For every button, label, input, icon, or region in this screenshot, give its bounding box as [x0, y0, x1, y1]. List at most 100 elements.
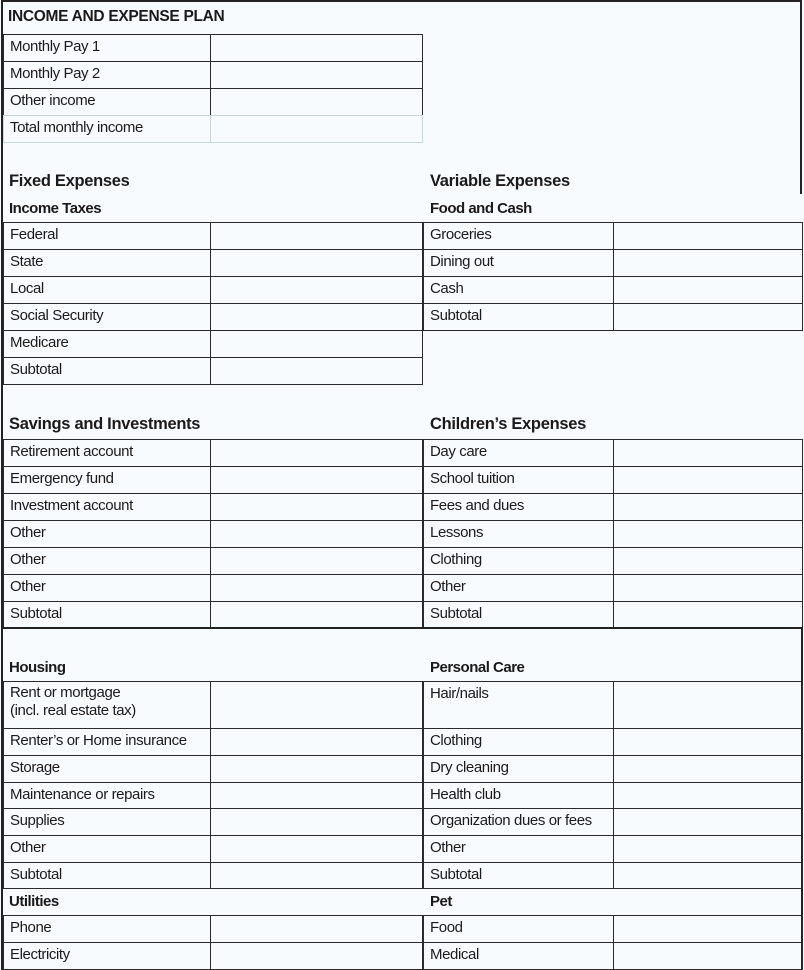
subheading-personal-care: Personal Care [430, 659, 525, 676]
amount-field[interactable] [210, 493, 423, 521]
row-label: Subtotal [3, 601, 211, 629]
row-label: Cash [423, 276, 614, 304]
amount-field[interactable] [613, 728, 803, 756]
amount-field[interactable] [613, 466, 803, 494]
row-label: Subtotal [3, 862, 211, 889]
amount-field[interactable] [210, 249, 423, 277]
amount-field[interactable] [613, 942, 803, 970]
row-label: Lessons [423, 520, 614, 548]
row-label: Dry cleaning [423, 755, 614, 783]
subheading-utilities: Utilities [9, 893, 59, 910]
row-label: Other [3, 574, 211, 602]
row-label: Clothing [423, 728, 614, 756]
amount-field[interactable] [210, 681, 423, 729]
amount-field[interactable] [210, 782, 423, 809]
amount-field[interactable] [613, 520, 803, 548]
amount-field[interactable] [613, 439, 803, 467]
amount-field[interactable] [210, 862, 423, 889]
amount-field[interactable] [210, 915, 423, 943]
amount-field[interactable] [210, 222, 423, 250]
frame-left [1, 0, 3, 970]
section-heading-variable: Variable Expenses [430, 172, 570, 190]
amount-field[interactable] [210, 601, 423, 629]
row-label: Social Security [3, 303, 211, 331]
row-label: Hair/nails [423, 681, 614, 729]
amount-field[interactable] [613, 574, 803, 602]
row-label-note: (incl. real estate tax) [10, 702, 136, 719]
amount-field[interactable] [210, 88, 423, 116]
row-label: Maintenance or repairs [3, 782, 211, 809]
frame-top [1, 0, 802, 2]
row-label: Day care [423, 439, 614, 467]
amount-field[interactable] [210, 330, 423, 358]
amount-field[interactable] [613, 681, 803, 729]
row-label: Other [3, 835, 211, 863]
amount-field[interactable] [613, 547, 803, 575]
row-label-text: Rent or mortgage [10, 684, 121, 701]
amount-field[interactable] [210, 547, 423, 575]
amount-field[interactable] [210, 357, 423, 385]
amount-field[interactable] [210, 276, 423, 304]
amount-field[interactable] [210, 439, 423, 467]
amount-field[interactable] [210, 34, 423, 62]
row-label: Phone [3, 915, 211, 943]
row-label: Fees and dues [423, 493, 614, 521]
amount-field[interactable] [613, 782, 803, 809]
section-heading-children: Children’s Expenses [430, 415, 586, 433]
row-label: Rent or mortgage (incl. real estate tax) [3, 681, 211, 729]
subheading-pet: Pet [430, 893, 452, 910]
amount-field[interactable] [210, 808, 423, 836]
row-label: Retirement account [3, 439, 211, 467]
row-label: Total monthly income [3, 115, 211, 143]
row-label: Other [423, 835, 614, 863]
amount-field[interactable] [613, 493, 803, 521]
row-label: Electricity [3, 942, 211, 970]
amount-field[interactable] [210, 303, 423, 331]
frame-right [800, 0, 802, 194]
subheading-housing: Housing [9, 659, 66, 676]
amount-field[interactable] [210, 728, 423, 756]
amount-field[interactable] [210, 61, 423, 89]
amount-field[interactable] [210, 755, 423, 783]
row-label: School tuition [423, 466, 614, 494]
section-heading-fixed: Fixed Expenses [9, 172, 130, 190]
amount-field[interactable] [613, 601, 803, 629]
row-label: Dining out [423, 249, 614, 277]
amount-field[interactable] [613, 808, 803, 836]
amount-field[interactable] [613, 755, 803, 783]
row-label: Food [423, 915, 614, 943]
row-label: Other income [3, 88, 211, 116]
row-label: Other [3, 520, 211, 548]
row-label: State [3, 249, 211, 277]
row-label: Subtotal [423, 862, 614, 889]
row-label: Groceries [423, 222, 614, 250]
row-label: Medicare [3, 330, 211, 358]
amount-field[interactable] [613, 276, 803, 304]
amount-field[interactable] [210, 466, 423, 494]
row-label: Storage [3, 755, 211, 783]
row-label: Supplies [3, 808, 211, 836]
amount-field[interactable] [210, 115, 423, 143]
amount-field[interactable] [613, 249, 803, 277]
row-label: Monthly Pay 1 [3, 34, 211, 62]
amount-field[interactable] [210, 574, 423, 602]
subheading-food-cash: Food and Cash [430, 200, 532, 217]
amount-field[interactable] [613, 303, 803, 331]
row-label: Other [3, 547, 211, 575]
amount-field[interactable] [613, 835, 803, 863]
amount-field[interactable] [613, 862, 803, 889]
row-label: Subtotal [423, 601, 614, 629]
amount-field[interactable] [210, 520, 423, 548]
section-heading-savings: Savings and Investments [9, 415, 201, 433]
amount-field[interactable] [613, 222, 803, 250]
amount-field[interactable] [613, 915, 803, 943]
form-title: INCOME AND EXPENSE PLAN [8, 8, 225, 25]
row-label: Subtotal [423, 303, 614, 331]
row-label: Emergency fund [3, 466, 211, 494]
amount-field[interactable] [210, 942, 423, 970]
row-label: Renter’s or Home insurance [3, 728, 211, 756]
row-label: Medical [423, 942, 614, 970]
amount-field[interactable] [210, 835, 423, 863]
row-label: Health club [423, 782, 614, 809]
